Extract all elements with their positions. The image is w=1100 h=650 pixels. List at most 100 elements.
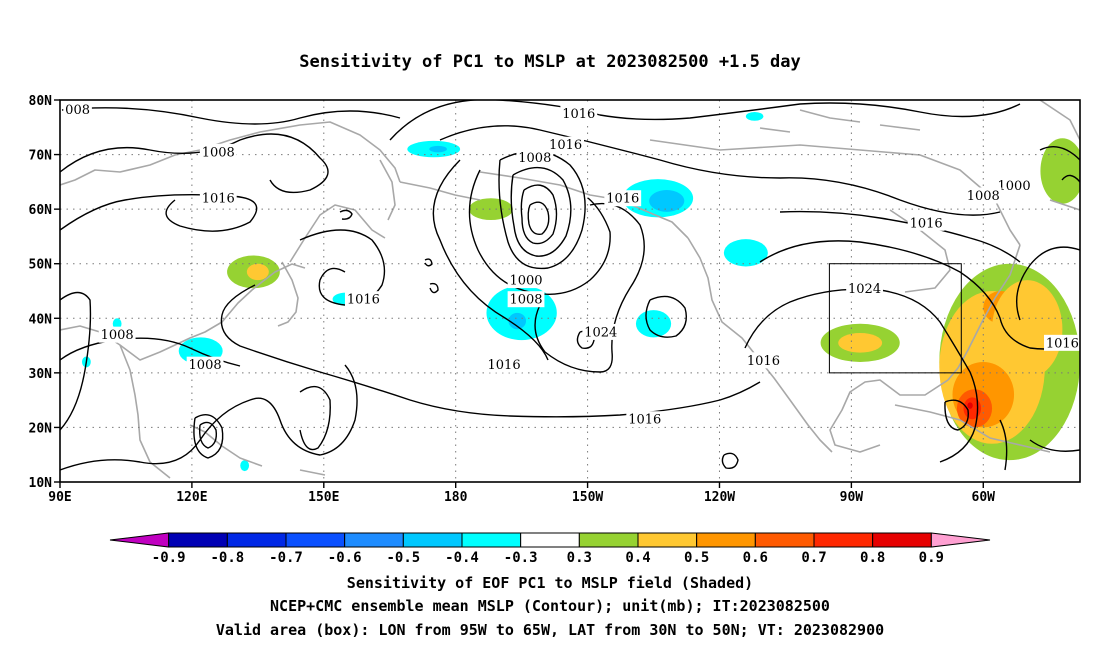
coastline-layer: [60, 100, 1080, 479]
colorbar-label: -0.3: [504, 550, 538, 566]
mslp-contour: [999, 419, 1080, 471]
sensitivity-patch: [635, 310, 672, 338]
mslp-contour: [779, 210, 1021, 263]
colorbar-label: 0.3: [567, 550, 592, 566]
mslp-contour: [527, 201, 550, 235]
contour-label-bg: [547, 136, 585, 153]
colorbar-label: 0.4: [625, 550, 650, 566]
mslp-contour: [61, 107, 401, 125]
colorbar: -0.9 -0.8 -0.7 -0.6 -0.5 -0.4 -0.3 0.3 0.4 0.5 0.6…: [109, 532, 991, 566]
lon-tick-label: 120W: [704, 490, 735, 505]
contour-label: 1000: [998, 179, 1031, 194]
contour-label: 1016: [910, 216, 943, 231]
sensitivity-patch: [429, 145, 447, 153]
caption-line-1: Sensitivity of EOF PC1 to MSLP field (Sh…: [347, 574, 753, 592]
lon-tick-label: 60W: [972, 490, 996, 505]
sensitivity-patch: [745, 112, 764, 121]
lat-tick-label: 30N: [29, 367, 53, 382]
contour-label-bg: [485, 356, 523, 373]
sensitivity-patch: [468, 198, 513, 221]
sensitivity-patch: [992, 280, 1063, 379]
sensitivity-shading-layer: [81, 112, 1080, 472]
mslp-contour: [645, 295, 688, 338]
lon-tick-label: 120E: [176, 490, 207, 505]
contour-label-bg: [995, 177, 1033, 194]
mslp-contour: [220, 284, 761, 418]
mslp-contour: [299, 385, 331, 451]
colorbar-label: 0.9: [919, 550, 944, 566]
caption-line-3: Valid area (box): LON from 95W to 65W, L…: [216, 621, 884, 639]
contour-label: 1016: [488, 358, 521, 373]
colorbar-swatch: [285, 532, 346, 548]
contour-label: 1016: [747, 354, 780, 369]
mslp-contour: [520, 184, 558, 245]
coastline-asia: [60, 121, 401, 186]
contour-label-bg: [199, 143, 237, 160]
coastline-north-america-west: [687, 237, 833, 453]
colorbar-swatch: [344, 532, 404, 548]
contour-label-bg: [1044, 334, 1080, 351]
mslp-contour: [721, 452, 739, 470]
sensitivity-patch: [649, 190, 685, 212]
colorbar-swatch: [813, 532, 874, 548]
coastline-canada-arctic: [649, 139, 1021, 246]
contour-label-bg: [63, 101, 92, 118]
coastline-indochina: [119, 344, 171, 479]
colorbar-label: -0.5: [386, 550, 420, 566]
contour-label: 1008: [509, 293, 542, 308]
colorbar-swatch: [109, 532, 170, 548]
colorbar-swatch: [168, 532, 228, 548]
lat-tick-label: 70N: [29, 149, 53, 164]
contour-label: 1024: [848, 282, 881, 297]
mslp-contour: [534, 202, 645, 373]
contour-label: 1008: [967, 189, 1000, 204]
contour-label-bg: [186, 356, 224, 373]
sensitivity-patch: [246, 263, 269, 281]
colorbar-label: -0.8: [210, 550, 244, 566]
contour-label: 1024: [584, 325, 617, 340]
contour-label-bg: [745, 352, 782, 369]
mslp-contour: [60, 291, 92, 431]
mslp-contour: [389, 100, 1021, 141]
map-frame: [59, 99, 1081, 483]
colorbar-swatch: [930, 532, 991, 548]
mslp-contour: [510, 167, 572, 257]
mslp-contour: [439, 125, 1001, 216]
chart-title: Sensitivity of PC1 to MSLP at 2023082500…: [299, 52, 801, 72]
contour-label-bg: [626, 411, 664, 428]
colorbar-swatch: [696, 532, 756, 548]
contour-label-bg: [582, 323, 620, 340]
contour-label-bg: [507, 272, 545, 289]
sensitivity-patch: [1040, 138, 1080, 204]
mslp-contour-layer: [60, 100, 1080, 471]
lon-tick-label: 90W: [840, 490, 864, 505]
contour-label-bg: [560, 105, 598, 122]
contour-label: 008: [65, 103, 90, 118]
mslp-contour: [744, 288, 979, 463]
mslp-contour: [60, 193, 258, 232]
contour-label-bg: [507, 291, 545, 308]
contour-label-bg: [846, 280, 883, 297]
lon-tick-label: 150W: [572, 490, 603, 505]
longitude-ticks: 90E 120E 150E 180 150W 120W 90W 60W: [48, 482, 995, 505]
mslp-contour: [198, 421, 218, 449]
contour-label: 1016: [1046, 336, 1079, 351]
contour-label: 1016: [549, 138, 582, 153]
contour-label-bg: [199, 190, 237, 207]
lat-tick-label: 10N: [29, 476, 53, 491]
contour-label-bg: [907, 214, 945, 231]
contour-label: 1008: [189, 358, 222, 373]
contour-label: 1016: [202, 192, 235, 207]
coastline-us-east: [947, 244, 1021, 381]
contour-label: 1016: [606, 192, 639, 207]
colorbar-swatch: [226, 532, 287, 548]
sensitivity-patch: [723, 239, 768, 267]
sensitivity-patch: [112, 318, 122, 330]
coastline-sea-of-okhotsk: [289, 204, 386, 263]
mslp-contour: [60, 364, 358, 471]
contour-label: 1016: [347, 293, 380, 308]
contour-label: 1008: [518, 151, 551, 166]
contour-label-bg: [604, 190, 642, 207]
